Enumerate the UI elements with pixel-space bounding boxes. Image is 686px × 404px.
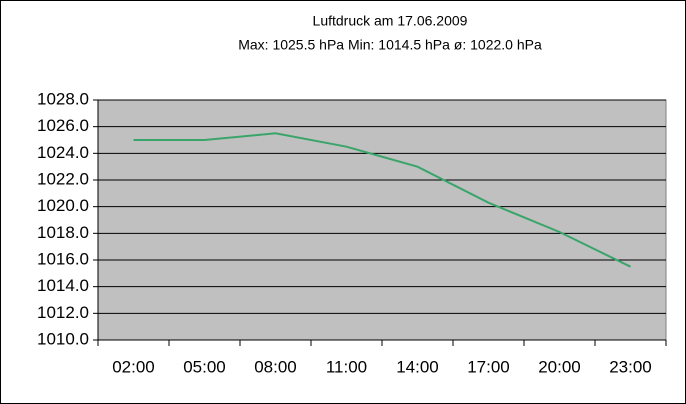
y-tick-label: 1020.0 <box>37 196 89 215</box>
y-tick-label: 1016.0 <box>37 249 89 268</box>
x-tick-label: 11:00 <box>326 357 367 376</box>
x-tick-label: 05:00 <box>183 357 226 376</box>
x-tick-label: 02:00 <box>112 357 155 376</box>
x-tick-label: 17:00 <box>467 357 510 376</box>
x-tick-label: 23:00 <box>609 357 652 376</box>
plot-area <box>97 99 667 341</box>
y-tick-label: 1010.0 <box>37 329 89 348</box>
chart-subtitle: Max: 1025.5 hPa Min: 1014.5 hPa ø: 1022.… <box>238 37 542 53</box>
y-tick-label: 1024.0 <box>37 143 89 162</box>
data-line <box>133 132 631 268</box>
y-tick-label: 1018.0 <box>37 223 89 242</box>
chart-title: Luftdruck am 17.06.2009 <box>313 13 468 29</box>
x-tick-label: 20:00 <box>538 357 581 376</box>
y-tick-label: 1012.0 <box>37 303 89 322</box>
y-tick-label: 1014.0 <box>37 276 89 295</box>
x-tick-label: 08:00 <box>254 357 297 376</box>
y-tick-label: 1028.0 <box>37 89 89 108</box>
x-tick-label: 14:00 <box>396 357 439 376</box>
y-tick-label: 1022.0 <box>37 169 89 188</box>
y-tick-label: 1026.0 <box>37 116 89 135</box>
